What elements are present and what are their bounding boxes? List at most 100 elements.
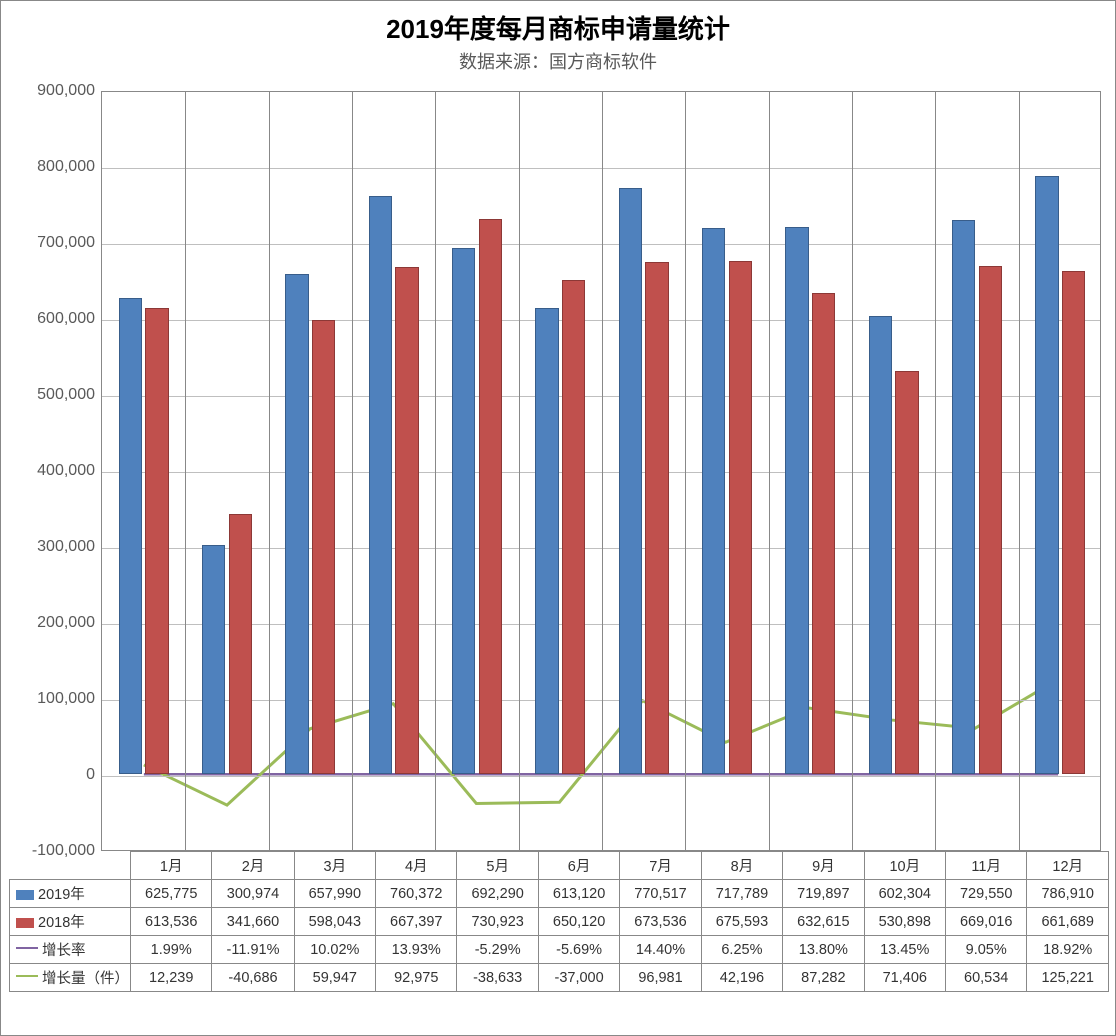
category-divider: [769, 92, 770, 850]
data-cell: 125,221: [1027, 964, 1109, 992]
data-cell: 717,789: [701, 880, 782, 908]
data-cell: 675,593: [701, 908, 782, 936]
data-cell: 13.93%: [376, 936, 457, 964]
month-header: 6月: [538, 852, 619, 880]
month-header: 10月: [864, 852, 945, 880]
data-cell: 786,910: [1027, 880, 1109, 908]
legend-label: 增长率: [42, 943, 86, 959]
y-tick-label: 200,000: [15, 614, 95, 632]
data-cell: 87,282: [783, 964, 864, 992]
data-cell: 613,536: [131, 908, 212, 936]
gridline: [102, 168, 1100, 169]
bar-y2019: [952, 220, 975, 774]
bar-swatch-icon: [16, 890, 34, 900]
category-divider: [269, 92, 270, 850]
line-delta: [144, 679, 1058, 805]
y-tick-label: 600,000: [15, 310, 95, 328]
category-divider: [519, 92, 520, 850]
bar-y2019: [869, 316, 892, 774]
y-tick-label: 400,000: [15, 462, 95, 480]
y-tick-label: 500,000: [15, 386, 95, 404]
data-cell: 13.45%: [864, 936, 945, 964]
y-tick-label: 800,000: [15, 158, 95, 176]
legend-label: 2019年: [38, 887, 85, 903]
line-swatch-icon: [16, 975, 38, 977]
gridline: [102, 472, 1100, 473]
bar-y2019: [452, 248, 475, 774]
data-cell: -5.69%: [538, 936, 619, 964]
legend-cell-rate: 增长率: [10, 936, 131, 964]
legend-header-blank: [10, 852, 131, 880]
data-cell: 669,016: [945, 908, 1026, 936]
table-row: 2018年613,536341,660598,043667,397730,923…: [10, 908, 1109, 936]
bar-y2019: [119, 298, 142, 774]
data-cell: 13.80%: [783, 936, 864, 964]
bar-y2019: [619, 188, 642, 774]
y-tick-label: 900,000: [15, 82, 95, 100]
legend-cell-y2019: 2019年: [10, 880, 131, 908]
legend-label: 2018年: [38, 915, 85, 931]
bar-y2018: [312, 320, 335, 775]
month-header: 3月: [294, 852, 375, 880]
data-cell: 667,397: [376, 908, 457, 936]
month-header: 2月: [212, 852, 294, 880]
data-table: 1月2月3月4月5月6月7月8月9月10月11月12月2019年625,7753…: [9, 851, 1109, 992]
data-cell: 530,898: [864, 908, 945, 936]
category-divider: [352, 92, 353, 850]
table-row: 增长率1.99%-11.91%10.02%13.93%-5.29%-5.69%1…: [10, 936, 1109, 964]
data-cell: 1.99%: [131, 936, 212, 964]
gridline: [102, 396, 1100, 397]
data-cell: 598,043: [294, 908, 375, 936]
data-cell: 14.40%: [620, 936, 701, 964]
bar-y2018: [145, 308, 168, 774]
data-cell: 300,974: [212, 880, 294, 908]
data-cell: -11.91%: [212, 936, 294, 964]
y-tick-label: 700,000: [15, 234, 95, 252]
legend-label: 增长量（件）: [42, 971, 129, 987]
bar-y2019: [535, 308, 558, 774]
table-row: 2019年625,775300,974657,990760,372692,290…: [10, 880, 1109, 908]
bar-y2018: [562, 280, 585, 774]
category-divider: [685, 92, 686, 850]
data-cell: -38,633: [457, 964, 538, 992]
gridline: [102, 244, 1100, 245]
data-cell: 59,947: [294, 964, 375, 992]
bar-y2019: [702, 228, 725, 774]
bar-y2018: [729, 261, 752, 774]
chart-subtitle: 数据来源：国方商标软件: [1, 46, 1115, 80]
data-cell: 661,689: [1027, 908, 1109, 936]
data-cell: 42,196: [701, 964, 782, 992]
category-divider: [1019, 92, 1020, 850]
bar-y2019: [369, 196, 392, 774]
bar-y2019: [785, 227, 808, 774]
data-cell: 692,290: [457, 880, 538, 908]
bar-y2018: [979, 266, 1002, 774]
gridline: [102, 320, 1100, 321]
data-cell: 18.92%: [1027, 936, 1109, 964]
bar-y2018: [895, 371, 918, 774]
data-cell: 719,897: [783, 880, 864, 908]
data-cell: 625,775: [131, 880, 212, 908]
category-divider: [935, 92, 936, 850]
month-header: 4月: [376, 852, 457, 880]
data-cell: -5.29%: [457, 936, 538, 964]
data-cell: 60,534: [945, 964, 1026, 992]
data-cell: 6.25%: [701, 936, 782, 964]
data-cell: 730,923: [457, 908, 538, 936]
data-cell: 760,372: [376, 880, 457, 908]
bar-y2019: [1035, 176, 1058, 774]
data-cell: 92,975: [376, 964, 457, 992]
bar-y2018: [479, 219, 502, 775]
month-header: 9月: [783, 852, 864, 880]
category-divider: [185, 92, 186, 850]
data-cell: 96,981: [620, 964, 701, 992]
month-header: 7月: [620, 852, 701, 880]
data-cell: 770,517: [620, 880, 701, 908]
month-header: 12月: [1027, 852, 1109, 880]
month-header: 1月: [131, 852, 212, 880]
gridline: [102, 776, 1100, 777]
bar-y2018: [812, 293, 835, 774]
legend-cell-y2018: 2018年: [10, 908, 131, 936]
line-swatch-icon: [16, 947, 38, 949]
chart-container: 2019年度每月商标申请量统计 数据来源：国方商标软件 -100,0000100…: [0, 0, 1116, 1036]
